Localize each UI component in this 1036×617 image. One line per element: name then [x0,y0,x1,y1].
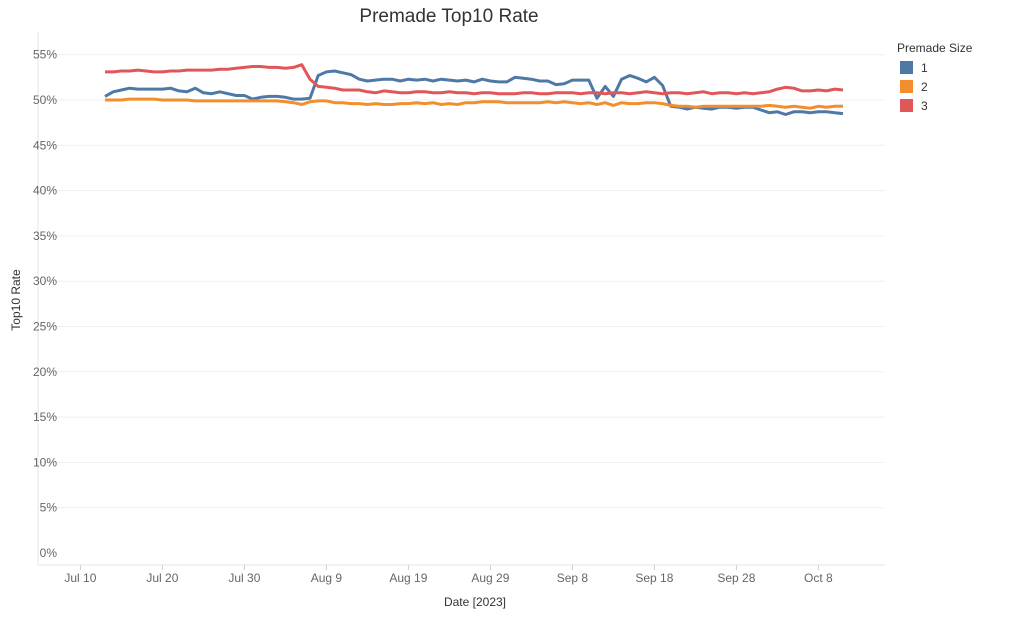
legend-item-2[interactable]: 2 [900,77,972,96]
x-axis-label: Date [2023] [444,595,506,609]
y-tick-label: 40% [33,184,57,198]
x-tick-label: Jul 20 [146,571,178,585]
legend-item-3[interactable]: 3 [900,96,972,115]
y-tick-label: 10% [33,455,57,469]
y-tick-label: 50% [33,93,57,107]
x-tick-label: Jul 10 [64,571,96,585]
x-tick-label: Sep 8 [557,571,589,585]
legend-label: 2 [921,79,928,94]
legend-item-1[interactable]: 1 [900,58,972,77]
x-tick-label: Jul 30 [228,571,260,585]
x-tick-label: Aug 9 [311,571,343,585]
legend-label: 3 [921,98,928,113]
legend-label: 1 [921,60,928,75]
y-tick-label: 55% [33,48,57,62]
series-line-2[interactable] [105,97,843,110]
legend-swatch [900,80,913,93]
chart-title: Premade Top10 Rate [359,6,539,27]
legend-swatch [900,61,913,74]
legend-swatch [900,99,913,112]
x-tick-label: Oct 8 [804,571,833,585]
x-tick-label: Sep 18 [635,571,673,585]
y-tick-label: 15% [33,410,57,424]
y-tick-label: 45% [33,138,57,152]
x-tick-label: Aug 29 [471,571,509,585]
series-line-3[interactable] [105,63,844,96]
y-tick-label: 5% [40,501,58,515]
x-tick-label: Sep 28 [717,571,755,585]
legend-title: Premade Size [897,41,973,55]
y-tick-label: 0% [40,546,58,560]
y-tick-label: 35% [33,229,57,243]
legend: Premade Size 1 2 3 [897,41,972,115]
y-axis-label: Top10 Rate [9,269,23,331]
y-tick-label: 20% [33,365,57,379]
y-tick-label: 25% [33,320,57,334]
x-tick-label: Aug 19 [389,571,427,585]
y-tick-label: 30% [33,274,57,288]
